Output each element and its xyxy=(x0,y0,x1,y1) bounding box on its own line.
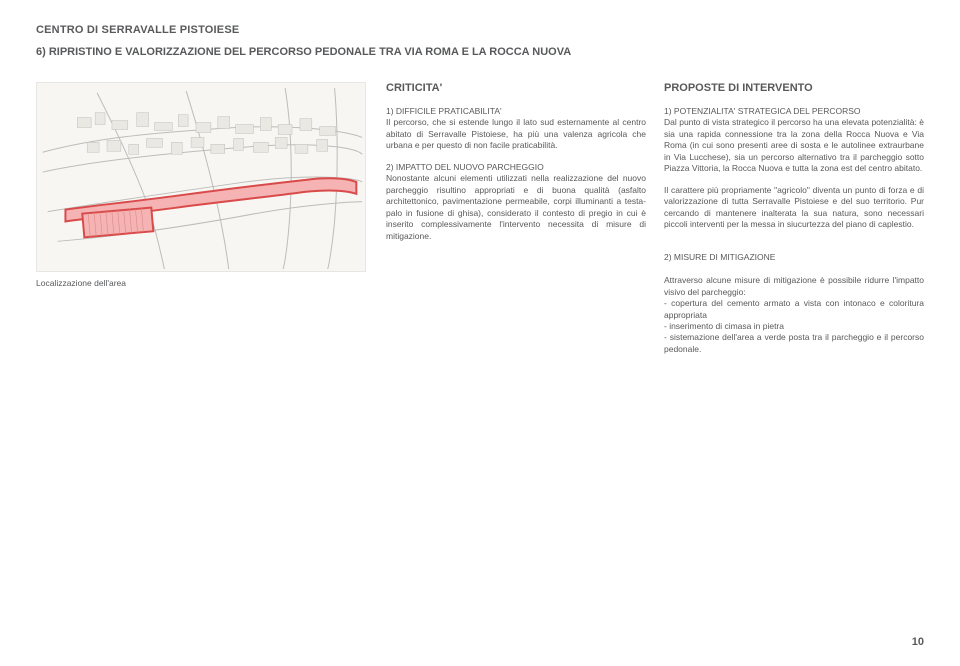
proposte-item-1: 1) POTENZIALITA' STRATEGICA DEL PERCORSO… xyxy=(664,106,924,175)
criticita-item-2-text: Nonostante alcuni elementi utilizzati ne… xyxy=(386,173,646,240)
left-column: Localizzazione dell'area xyxy=(36,82,366,365)
proposte-item-1-text: Dal punto di vista strategico il percors… xyxy=(664,117,924,173)
criticita-heading: CRITICITA' xyxy=(386,82,646,94)
page-subtitle: 6) RIPRISTINO E VALORIZZAZIONE DEL PERCO… xyxy=(36,46,924,58)
map-figure xyxy=(36,82,366,272)
proposte-item-3-title: 2) MISURE DI MITIGAZIONE xyxy=(664,252,775,262)
map-caption: Localizzazione dell'area xyxy=(36,278,366,288)
right-columns: CRITICITA' 1) DIFFICILE PRATICABILITA' I… xyxy=(386,82,924,365)
criticita-item-1: 1) DIFFICILE PRATICABILITA' Il percorso,… xyxy=(386,106,646,152)
page-root: CENTRO DI SERRAVALLE PISTOIESE 6) RIPRIS… xyxy=(0,0,960,666)
page-title: CENTRO DI SERRAVALLE PISTOIESE xyxy=(36,24,924,36)
proposte-column: PROPOSTE DI INTERVENTO 1) POTENZIALITA' … xyxy=(664,82,924,365)
proposte-item-1-title: 1) POTENZIALITA' STRATEGICA DEL PERCORSO xyxy=(664,106,861,116)
proposte-item-3: 2) MISURE DI MITIGAZIONE Attraverso alcu… xyxy=(664,241,924,356)
map-svg xyxy=(37,83,365,271)
criticita-item-1-title: 1) DIFFICILE PRATICABILITA' xyxy=(386,106,502,116)
criticita-item-2: 2) IMPATTO DEL NUOVO PARCHEGGIO Nonostan… xyxy=(386,162,646,242)
proposte-item-2: Il carattere più propriamente "agricolo"… xyxy=(664,185,924,231)
criticita-column: CRITICITA' 1) DIFFICILE PRATICABILITA' I… xyxy=(386,82,646,365)
proposte-item-3-text: Attraverso alcune misure di mitigazione … xyxy=(664,275,924,354)
content-row: Localizzazione dell'area CRITICITA' 1) D… xyxy=(36,82,924,365)
proposte-heading: PROPOSTE DI INTERVENTO xyxy=(664,82,924,94)
criticita-item-1-text: Il percorso, che si estende lungo il lat… xyxy=(386,117,646,150)
criticita-item-2-title: 2) IMPATTO DEL NUOVO PARCHEGGIO xyxy=(386,162,544,172)
page-number: 10 xyxy=(912,636,924,648)
proposte-item-2-text: Il carattere più propriamente "agricolo"… xyxy=(664,185,924,229)
